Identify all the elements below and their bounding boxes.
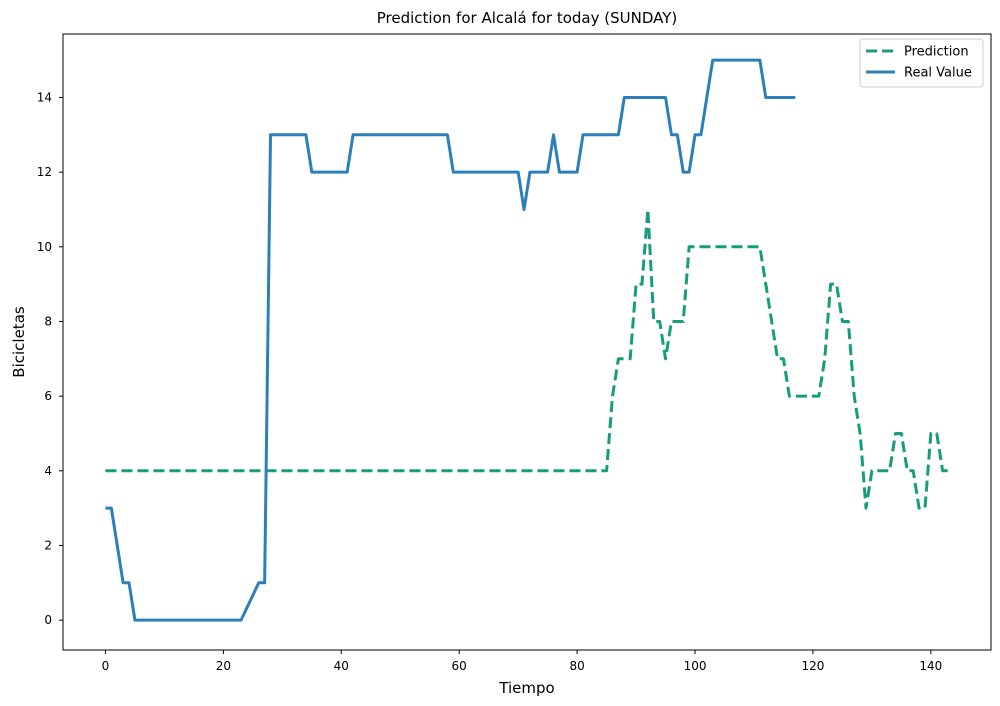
y-tick-label: 2 [44, 538, 52, 552]
legend: Prediction Real Value [859, 38, 984, 88]
y-tick-label: 4 [44, 464, 52, 478]
series-line-prediction [105, 207, 949, 510]
legend-entry-label: Real Value [904, 66, 972, 81]
axes: 0 20 40 60 80 100 120 140 0 2 4 6 8 10 12 14 [37, 90, 943, 673]
x-tick-label: 20 [216, 659, 231, 673]
chart-title: Prediction for Alcalá for today (SUNDAY) [377, 9, 677, 27]
x-tick-label: 0 [102, 659, 110, 673]
x-tick-label: 120 [801, 659, 824, 673]
plot-frame [62, 33, 992, 651]
y-tick-label: 14 [37, 90, 52, 104]
y-tick-label: 6 [44, 389, 52, 403]
y-tick-label: 12 [37, 165, 52, 179]
series-line-real-value [105, 58, 796, 622]
y-axis-label: Bicicletas [10, 306, 28, 378]
y-tick-label: 10 [37, 240, 52, 254]
x-tick-label: 40 [334, 659, 349, 673]
x-tick-label: 140 [919, 659, 942, 673]
x-tick-label: 100 [684, 659, 707, 673]
x-tick-label: 80 [569, 659, 584, 673]
x-tick-label: 60 [452, 659, 467, 673]
series-lines [105, 58, 949, 622]
legend-entry-label: Prediction [904, 45, 969, 60]
y-tick-label: 0 [44, 613, 52, 627]
x-axis-label: Tiempo [498, 679, 554, 697]
y-tick-label: 8 [44, 314, 52, 328]
